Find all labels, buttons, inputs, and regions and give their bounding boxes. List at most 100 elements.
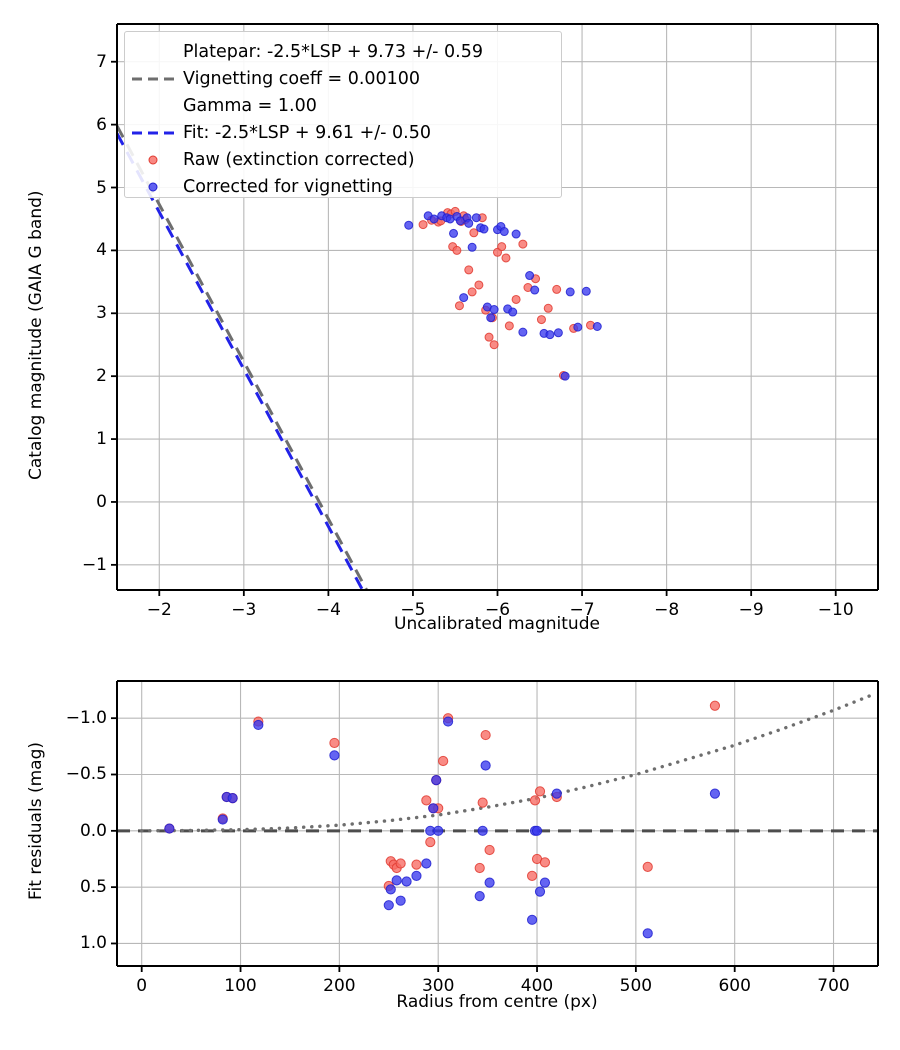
data-point xyxy=(592,321,602,331)
data-point xyxy=(511,229,521,239)
data-point xyxy=(539,857,551,868)
data-point xyxy=(539,877,551,888)
data-point xyxy=(428,803,439,814)
data-point xyxy=(477,825,488,836)
data-point xyxy=(383,900,394,911)
data-point xyxy=(480,729,491,741)
top-plot-y-axis-label: Catalog magnitude (GAIA G band) xyxy=(26,190,46,480)
legend-label: Raw (extinction corrected) xyxy=(183,149,415,170)
data-point xyxy=(474,862,485,874)
data-point xyxy=(411,859,422,870)
data-point xyxy=(642,928,653,939)
data-point xyxy=(459,293,469,303)
y-tick-label: 2 xyxy=(96,366,107,387)
data-point xyxy=(642,861,653,872)
y-tick-label: 7 xyxy=(96,51,107,72)
data-point xyxy=(552,284,562,294)
y-tick-label: 0 xyxy=(96,491,107,512)
y-tick-label: −1.0 xyxy=(65,708,107,729)
x-tick-label: −9 xyxy=(738,600,764,620)
data-point xyxy=(227,793,238,804)
legend-label: Gamma = 1.00 xyxy=(183,95,317,116)
bottom-plot-x-axis-label: Radius from centre (px) xyxy=(396,992,598,1012)
fit-residuals-plot xyxy=(0,650,900,1050)
x-tick-label: −6 xyxy=(484,600,511,620)
data-point xyxy=(504,321,514,331)
data-point xyxy=(395,895,406,906)
data-point xyxy=(529,795,541,806)
data-point xyxy=(526,914,538,925)
y-tick-label: 1 xyxy=(96,429,107,450)
data-point xyxy=(395,858,406,869)
platepar-line-swatch-icon xyxy=(131,72,175,86)
data-point xyxy=(480,760,491,771)
data-point xyxy=(531,825,543,836)
legend-label: Platepar: -2.5*LSP + 9.73 +/- 0.59 xyxy=(183,41,483,62)
x-tick-label: 700 xyxy=(817,976,850,996)
x-tick-label: 200 xyxy=(323,976,356,996)
legend-label: Corrected for vignetting xyxy=(183,176,393,197)
data-point xyxy=(431,775,442,786)
data-point xyxy=(508,307,518,317)
data-point xyxy=(545,330,555,340)
corrected-marker-swatch-icon xyxy=(131,180,175,194)
data-point xyxy=(565,287,575,297)
data-layer xyxy=(117,125,602,590)
data-point xyxy=(429,214,439,224)
y-tick-label: −1 xyxy=(81,554,107,575)
data-point xyxy=(452,245,462,255)
data-point xyxy=(421,858,432,869)
bottom-plot-y-axis-label: Fit residuals (mag) xyxy=(26,742,46,900)
y-tick-label: 0.0 xyxy=(79,820,107,841)
legend-empty-swatch xyxy=(131,42,175,61)
x-tick-label: −5 xyxy=(400,600,426,620)
y-tick-label: 4 xyxy=(96,240,107,261)
legend-entry: Platepar: -2.5*LSP + 9.73 +/- 0.59 xyxy=(131,38,483,65)
legend-entry: Fit: -2.5*LSP + 9.61 +/- 0.50 xyxy=(131,119,431,146)
tick-marks xyxy=(111,60,837,596)
data-point xyxy=(534,886,546,897)
data-point xyxy=(469,228,479,238)
data-point xyxy=(329,737,340,749)
data-point xyxy=(329,750,340,761)
data-point xyxy=(421,795,432,806)
data-point xyxy=(454,301,464,311)
scatter-series xyxy=(404,211,602,381)
y-tick-label: 3 xyxy=(96,303,107,324)
x-tick-label: 0 xyxy=(136,976,148,996)
raw-marker-swatch-icon xyxy=(131,153,175,167)
data-point xyxy=(511,294,521,304)
data-point xyxy=(464,218,474,228)
plot-legend: Platepar: -2.5*LSP + 9.73 +/- 0.59 Vignet… xyxy=(124,31,562,198)
bottom-plot-svg xyxy=(111,680,879,972)
data-point xyxy=(543,303,553,313)
data-point xyxy=(526,870,538,881)
data-point xyxy=(489,340,499,350)
data-point xyxy=(486,313,496,323)
legend-entry: Raw (extinction corrected) xyxy=(131,146,415,173)
top-plot-x-axis-label: Uncalibrated magnitude xyxy=(394,614,600,634)
x-tick-label: −3 xyxy=(231,600,257,620)
data-point xyxy=(484,844,495,856)
data-point xyxy=(581,286,591,296)
data-point xyxy=(471,213,481,223)
x-tick-label: 400 xyxy=(520,976,554,996)
data-point xyxy=(518,327,528,337)
data-point xyxy=(499,227,509,237)
x-tick-label: −2 xyxy=(146,600,172,620)
plot-line xyxy=(140,692,875,833)
data-point xyxy=(438,755,449,767)
data-point xyxy=(401,876,412,887)
legend-entry: Vignetting coeff = 0.00100 xyxy=(131,65,420,92)
data-point xyxy=(518,239,528,249)
data-point xyxy=(709,788,721,799)
x-tick-label: −4 xyxy=(315,600,341,620)
y-tick-label: −0.5 xyxy=(65,764,107,785)
data-point xyxy=(573,322,583,332)
data-point xyxy=(467,287,477,297)
data-point xyxy=(474,280,484,290)
data-point xyxy=(536,315,546,325)
data-point xyxy=(449,228,459,238)
axis-spines xyxy=(116,680,879,967)
x-tick-label: 500 xyxy=(619,976,653,996)
